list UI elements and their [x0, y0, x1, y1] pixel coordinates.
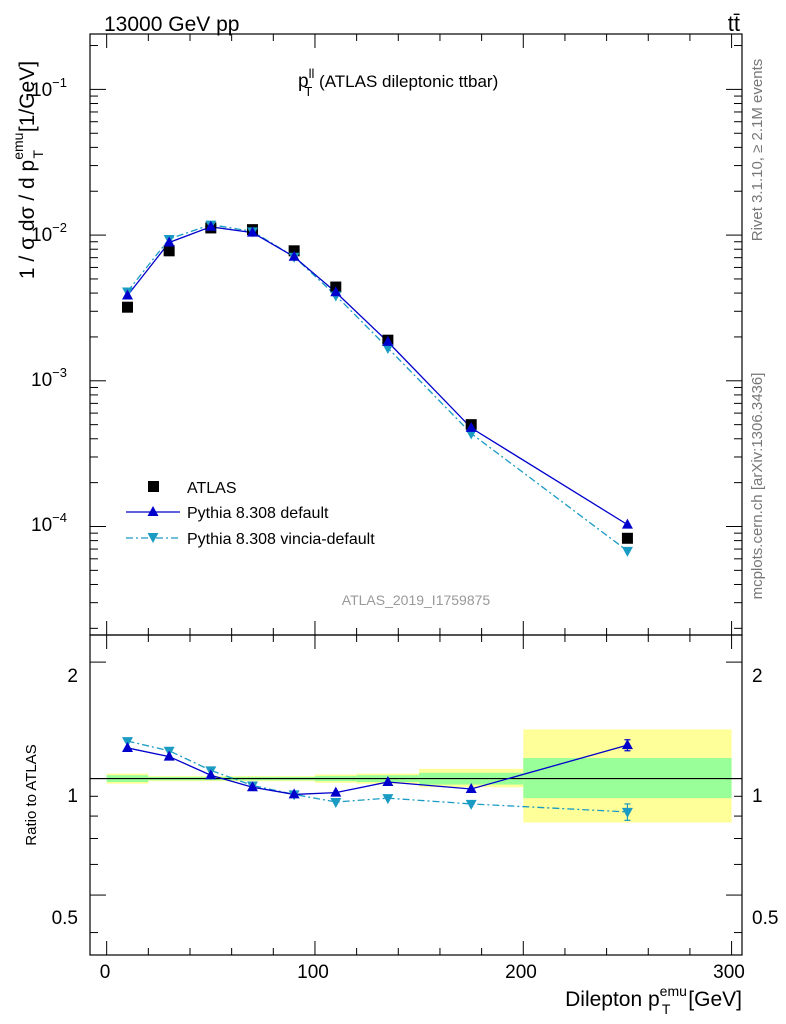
analysis-watermark: ATLAS_2019_I1759875: [342, 592, 491, 608]
vincia-point: [382, 343, 394, 354]
ratio-ytick-label-05-left: 0.5: [52, 908, 78, 929]
ratio-point-default: [465, 782, 477, 793]
default-point: [465, 421, 477, 432]
header-right: tt̄: [728, 11, 740, 36]
atlas-point: [621, 532, 633, 544]
ratio-point-default: [121, 741, 133, 752]
ratio-plot-frame: [89, 634, 743, 956]
main-ytick-label-4: 10−4: [31, 510, 67, 536]
xtick-label-100: 100: [297, 962, 329, 983]
ratio-point-default: [205, 769, 217, 780]
default-point: [330, 286, 342, 297]
ratio-point-default: [288, 788, 300, 799]
ratio-ytick-label-05-right: 0.5: [752, 908, 778, 929]
legend-marker-atlas: [148, 481, 159, 492]
ratio-ytick-label-2-right: 2: [752, 666, 763, 687]
ratio-point-default: [246, 781, 258, 792]
xtick-label-0: 0: [100, 962, 111, 983]
legend-label-default: Pythia 8.308 default: [187, 505, 329, 522]
series-line-vincia: [126, 223, 628, 552]
header-left: 13000 GeV pp: [104, 13, 239, 36]
default-point: [205, 220, 217, 231]
mcplots-info: mcplots.cern.ch [arXiv:1306.3436]: [749, 373, 766, 600]
ratio-point-vincia: [621, 807, 633, 818]
xtick-label-300: 300: [713, 962, 745, 983]
ratio-ytick-label-1-left: 1: [67, 786, 78, 807]
default-point: [121, 289, 133, 300]
xtick-label-200: 200: [505, 962, 537, 983]
ratio-ytick-label-2-left: 2: [67, 666, 78, 687]
main-ytick-label-1: 10−1: [31, 75, 67, 101]
default-point: [288, 250, 300, 261]
default-point: [382, 335, 394, 346]
ratio-point-vincia: [330, 797, 342, 808]
ratio-point-default: [382, 775, 394, 786]
ratio-point-vincia: [382, 794, 394, 805]
legend-marker-default: [147, 506, 159, 516]
ratio-point-vincia: [465, 799, 477, 810]
atlas-point: [163, 245, 175, 257]
ratio-ylabel: Ratio to ATLAS: [23, 744, 40, 845]
main-ytick-label-3: 10−3: [31, 365, 67, 391]
legend-marker-vincia: [147, 533, 159, 543]
x-axis-label: Dilepton pemu T [GeV]: [565, 983, 742, 1017]
legend-label-vincia: Pythia 8.308 vincia-default: [187, 531, 375, 548]
legend: ATLAS Pythia 8.308 default Pythia 8.308 …: [126, 480, 375, 548]
ratio-point-default: [330, 786, 342, 797]
main-plot-title: pll T (ATLAS dileptonic ttbar): [298, 66, 498, 99]
rivet-info: Rivet 3.1.10, ≥ 2.1M events: [749, 59, 766, 242]
default-point: [621, 518, 633, 529]
vincia-point: [621, 546, 633, 557]
main-ylabel: 1 / σ dσ / d pemu T [1/GeV]: [10, 61, 46, 279]
ratio-ytick-label-1-right: 1: [752, 786, 763, 807]
ratio-point-default: [163, 750, 175, 761]
plot-layer: [90, 34, 742, 955]
legend-label-atlas: ATLAS: [187, 480, 237, 497]
default-point: [163, 236, 175, 247]
ratio-point-default: [621, 739, 633, 750]
default-point: [246, 226, 258, 237]
atlas-point: [121, 301, 133, 313]
vincia-point: [465, 429, 477, 440]
main-ytick-label-2: 10−2: [31, 220, 67, 246]
